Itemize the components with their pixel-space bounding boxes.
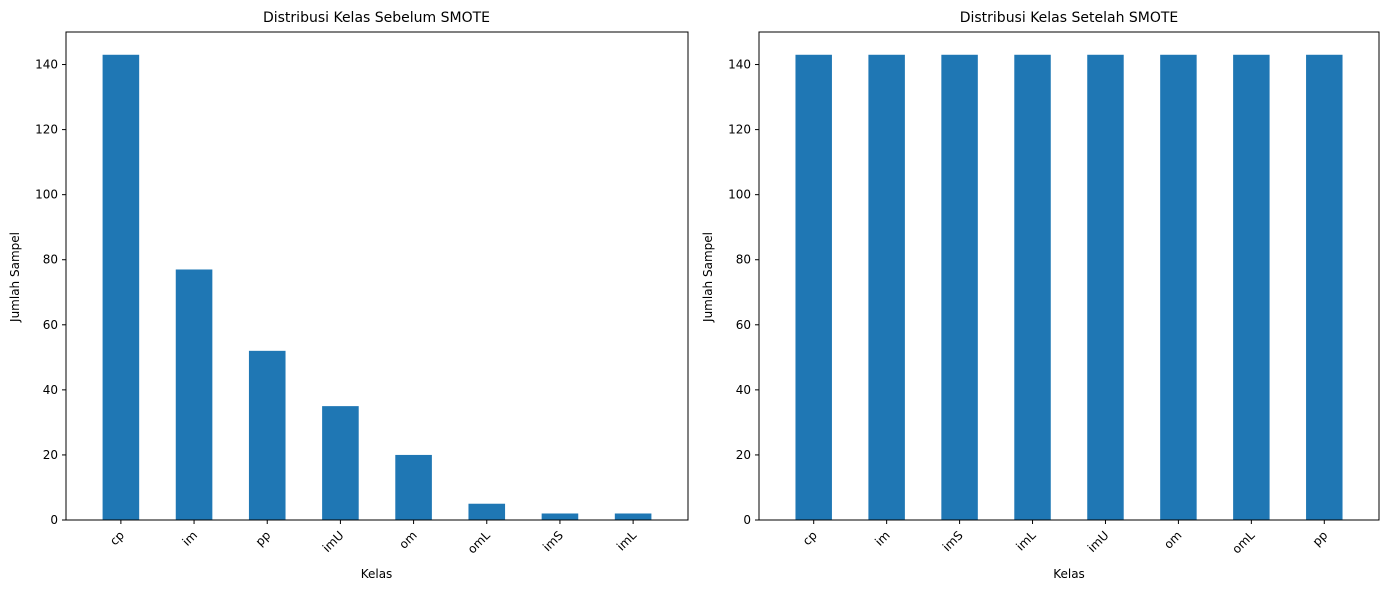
- x-tick-label: omL: [465, 528, 493, 556]
- plot-area-frame: [758, 31, 1380, 521]
- bar-cp: [102, 54, 140, 521]
- x-axis-label: Kelas: [1053, 567, 1085, 581]
- bar-group: [795, 54, 1343, 521]
- y-axis-ticks: 0 20 40 60 80 100 120 140: [728, 58, 759, 527]
- y-tick-label: 40: [43, 383, 58, 397]
- x-tick-label: om: [1161, 528, 1184, 551]
- bar-omL: [468, 503, 506, 520]
- y-tick-label: 80: [736, 253, 751, 267]
- bar-imU: [322, 406, 359, 520]
- chart-title: Distribusi Kelas Sebelum SMOTE: [263, 10, 490, 26]
- bar-imL: [614, 513, 652, 520]
- bar-imU: [1087, 54, 1124, 521]
- x-tick-label: cp: [800, 528, 820, 548]
- y-tick-label: 0: [50, 513, 58, 527]
- bar-imS: [541, 513, 579, 520]
- bar-imS: [941, 54, 978, 521]
- x-axis-label: Kelas: [361, 567, 393, 581]
- y-tick-label: 40: [736, 383, 751, 397]
- x-tick-label: pp: [1310, 528, 1331, 549]
- y-tick-label: 20: [736, 448, 751, 462]
- y-tick-label: 120: [35, 123, 58, 137]
- x-tick-label: om: [396, 528, 419, 551]
- y-tick-label: 20: [43, 448, 58, 462]
- y-tick-label: 0: [743, 513, 751, 527]
- x-tick-label: pp: [253, 528, 274, 549]
- y-tick-label: 100: [728, 188, 751, 202]
- y-tick-label: 140: [728, 58, 751, 72]
- bar-om: [395, 454, 432, 520]
- bar-im: [175, 269, 213, 520]
- chart-panel-before-smote: Distribusi Kelas Sebelum SMOTE Kelas Jum…: [8, 10, 689, 581]
- bar-cp: [795, 54, 832, 521]
- y-tick-label: 80: [43, 253, 58, 267]
- x-axis-ticks: cp im pp imU om omL imS imL: [107, 520, 639, 556]
- plot-area-frame: [65, 31, 689, 521]
- bar-pp: [1306, 54, 1343, 521]
- chart-title: Distribusi Kelas Setelah SMOTE: [960, 10, 1179, 26]
- bar-group: [102, 54, 652, 521]
- x-tick-label: imS: [540, 528, 566, 554]
- x-tick-label: im: [872, 528, 893, 549]
- x-tick-label: omL: [1229, 528, 1257, 556]
- y-tick-label: 60: [43, 318, 58, 332]
- x-tick-label: im: [180, 528, 201, 549]
- y-tick-label: 60: [736, 318, 751, 332]
- chart-panel-after-smote: Distribusi Kelas Setelah SMOTE Kelas Jum…: [701, 10, 1380, 581]
- y-tick-label: 140: [35, 58, 58, 72]
- y-tick-label: 100: [35, 188, 58, 202]
- bar-imL: [1014, 54, 1051, 521]
- bar-im: [868, 54, 905, 521]
- bar-omL: [1233, 54, 1270, 521]
- y-tick-label: 120: [728, 123, 751, 137]
- bar-pp: [248, 350, 286, 520]
- y-axis-label: Jumlah Sampel: [701, 232, 715, 323]
- x-tick-label: imU: [1085, 528, 1112, 555]
- x-axis-ticks: cp im imS imL imU om omL pp: [800, 520, 1331, 556]
- x-tick-label: imS: [940, 528, 966, 554]
- x-tick-label: cp: [107, 528, 127, 548]
- bar-om: [1160, 54, 1197, 521]
- y-axis-ticks: 0 20 40 60 80 100 120 140: [35, 58, 66, 527]
- x-tick-label: imL: [1013, 528, 1038, 553]
- x-tick-label: imU: [320, 528, 347, 555]
- x-tick-label: imL: [614, 528, 639, 553]
- y-axis-label: Jumlah Sampel: [8, 232, 22, 323]
